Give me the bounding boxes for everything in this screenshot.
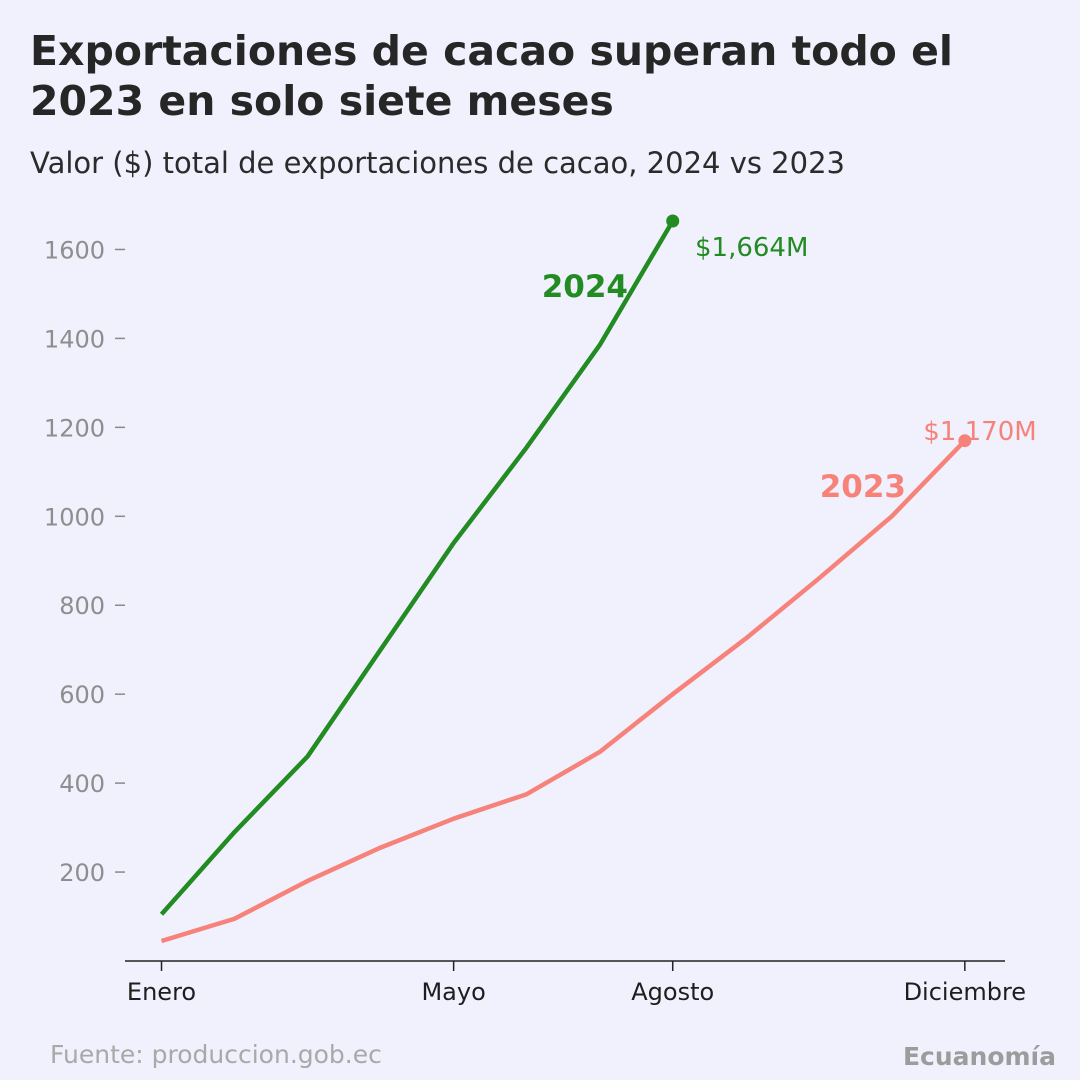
series-line-2024 [159,219,675,916]
chart-subtitle: Valor ($) total de exportaciones de caca… [30,146,845,180]
x-tick-label: Enero [127,978,196,1006]
end-value-label-2023: $1,170M [923,417,1036,447]
y-axis: 200 400 600 800 1000 1200 1400 1600 [44,236,125,887]
x-tick-label: Agosto [631,978,714,1006]
end-marker-2024 [666,214,680,228]
end-marker-2023 [958,434,972,448]
source-note: Fuente: produccion.gob.ec [50,1040,382,1069]
series-2024: 2024 $1,664M [159,214,808,916]
series-layer: 2024 $1,664M 2023 $1,170M [159,214,1037,944]
x-tick-label: Diciembre [904,978,1027,1006]
y-tick-label: 200 [59,859,105,887]
chart-title: Exportaciones de cacao superan todo el 2… [30,27,953,125]
y-tick-label: 800 [59,592,105,620]
series-name-label-2023: 2023 [820,469,906,505]
series-line-2023 [160,439,967,944]
x-tick-label: Mayo [421,978,485,1006]
series-2023: 2023 $1,170M [160,417,1037,944]
brand-logo-text: Ecuanomía [902,1042,1056,1071]
y-tick-label: 400 [59,770,105,798]
y-tick-label: 1000 [44,503,105,531]
end-value-label-2024: $1,664M [695,233,808,263]
series-name-label-2024: 2024 [542,269,628,305]
y-tick-label: 1200 [44,414,105,442]
x-axis: Enero Mayo Agosto Diciembre [125,960,1027,1006]
y-tick-label: 1400 [44,325,105,353]
y-tick-label: 1600 [44,236,105,264]
y-tick-label: 600 [59,681,105,709]
